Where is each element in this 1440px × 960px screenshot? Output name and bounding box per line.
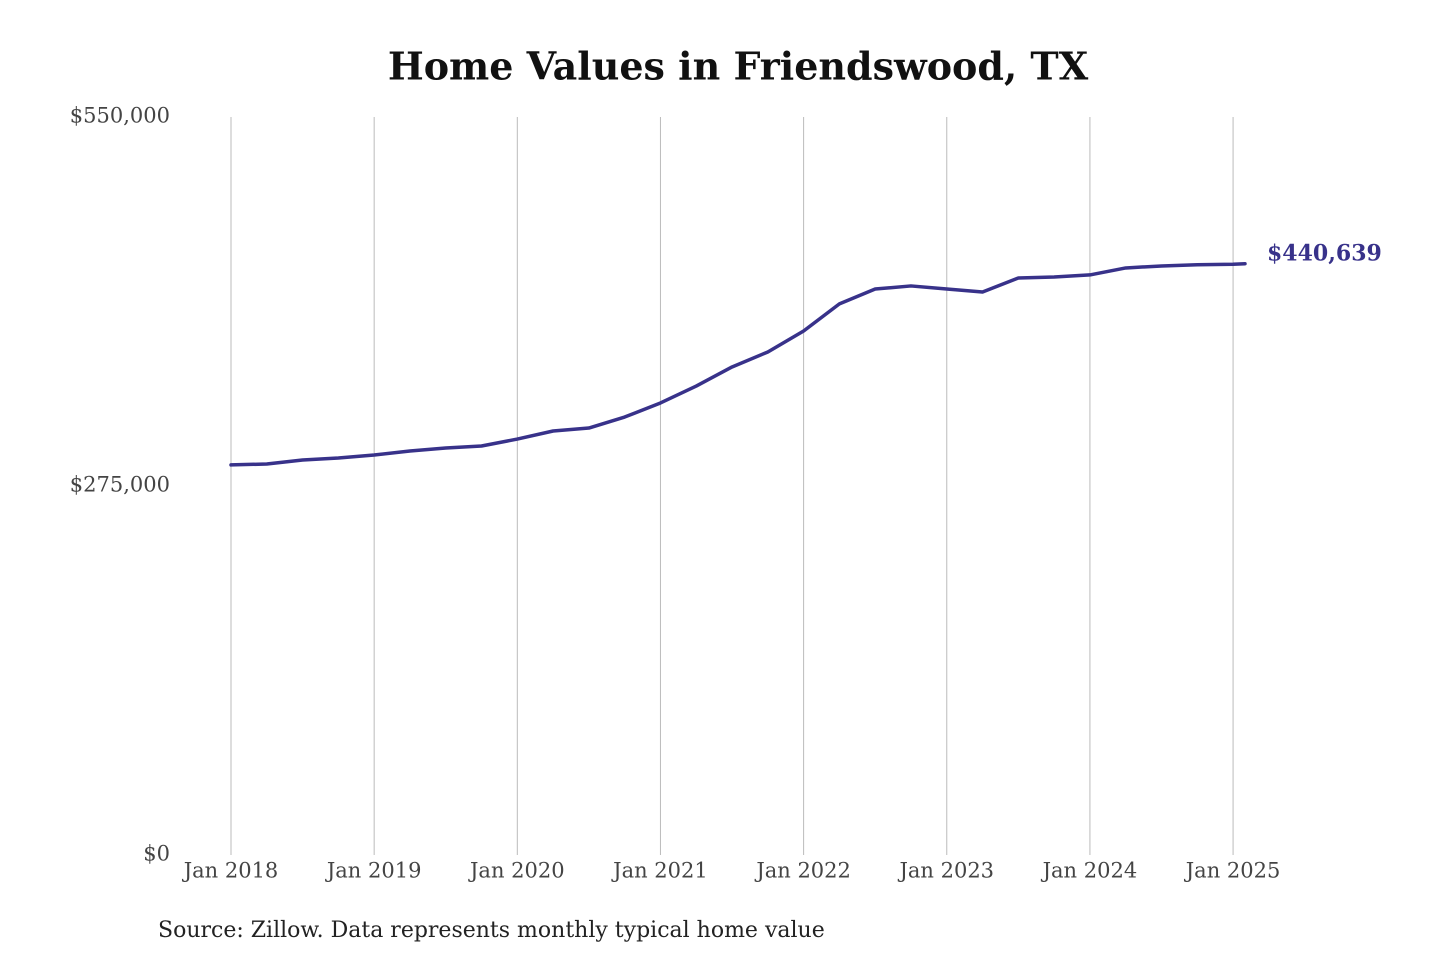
y-tick-label: $0 [143, 842, 170, 866]
value-label: $440,639 [1267, 241, 1382, 267]
source-note: Source: Zillow. Data represents monthly … [158, 918, 825, 943]
x-tick-label: Jan 2023 [897, 859, 994, 883]
x-tick-label: Jan 2021 [611, 859, 708, 883]
x-tick-label: Jan 2022 [754, 859, 851, 883]
y-tick-label: $275,000 [70, 473, 170, 497]
x-tick-label: Jan 2020 [468, 859, 565, 883]
y-tick-label: $550,000 [70, 104, 170, 128]
x-tick-label: Jan 2025 [1184, 859, 1281, 883]
chart-title: Home Values in Friendswood, TX [388, 44, 1089, 89]
x-tick-label: Jan 2019 [325, 859, 422, 883]
line [229, 261, 1247, 467]
x-tick-label: Jan 2018 [182, 859, 279, 883]
x-tick-label: Jan 2024 [1041, 859, 1138, 883]
